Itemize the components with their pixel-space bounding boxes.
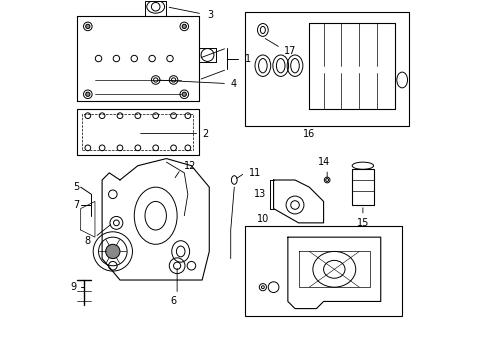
Ellipse shape: [182, 24, 186, 28]
Text: 14: 14: [318, 157, 330, 167]
Text: 1: 1: [245, 54, 251, 64]
Text: 11: 11: [248, 168, 261, 178]
Text: 9: 9: [71, 282, 76, 292]
Ellipse shape: [86, 24, 90, 28]
Text: 5: 5: [74, 182, 80, 192]
Text: 2: 2: [141, 129, 208, 139]
Bar: [77, 109, 198, 155]
Text: 10: 10: [257, 214, 269, 224]
Text: 4: 4: [231, 78, 237, 89]
Text: 13: 13: [254, 189, 267, 199]
Text: 16: 16: [303, 129, 316, 139]
Bar: [245, 12, 409, 126]
Ellipse shape: [86, 92, 90, 96]
Text: 3: 3: [207, 10, 214, 20]
Text: 7: 7: [74, 200, 80, 210]
Text: 6: 6: [171, 296, 176, 306]
Text: 17: 17: [284, 46, 296, 57]
Text: 15: 15: [357, 218, 369, 228]
Text: 12: 12: [184, 161, 196, 171]
Bar: [245, 226, 402, 316]
Ellipse shape: [106, 244, 120, 258]
Ellipse shape: [182, 92, 186, 96]
Text: 8: 8: [85, 236, 91, 246]
Bar: [82, 114, 193, 150]
Bar: [352, 169, 373, 205]
